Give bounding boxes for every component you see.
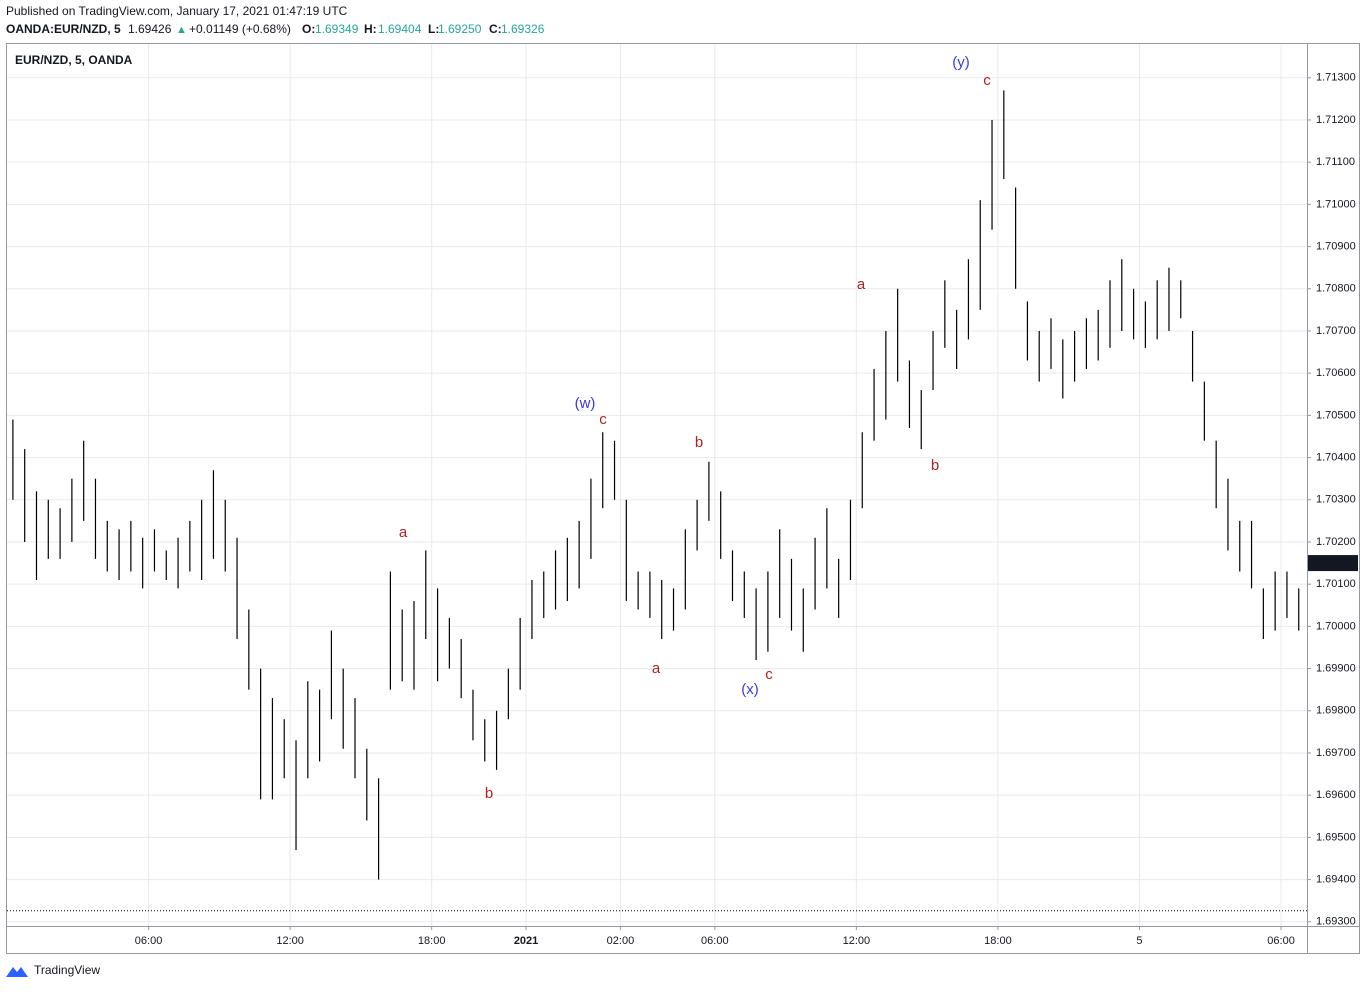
grid <box>7 44 1307 926</box>
y-tick-label: 1.71300 <box>1316 72 1356 84</box>
low-label: L: <box>428 22 439 36</box>
published-note: Published on TradingView.com, January 17… <box>6 4 348 18</box>
y-tick-label: 1.69700 <box>1316 747 1356 759</box>
y-tick-label: 1.69900 <box>1316 662 1356 674</box>
wave-label: c <box>765 666 773 683</box>
symbol: OANDA:EUR/NZD, 5 <box>6 22 121 36</box>
x-tick-label: 06:00 <box>701 935 729 947</box>
y-tick-label: 1.69400 <box>1316 873 1356 885</box>
close-label: C: <box>489 22 502 36</box>
y-tick-label: 1.69300 <box>1316 916 1356 928</box>
change: +0.01149 (+0.68%) <box>189 22 291 36</box>
open-label: O: <box>302 22 315 36</box>
wave-label: (w) <box>575 395 596 412</box>
y-tick-label: 1.71100 <box>1316 156 1355 168</box>
y-tick-label: 1.71200 <box>1316 114 1356 126</box>
footer-logo: TradingView <box>6 963 100 977</box>
overlay: 1.69300 1.69400 1.69500 1.69600 1.69700 1.698… <box>7 54 1358 947</box>
y-tick-label: 1.70500 <box>1316 409 1356 421</box>
up-arrow: ▲ <box>176 24 187 36</box>
y-tick-label: 1.70700 <box>1316 325 1356 337</box>
x-tick-label: 12:00 <box>843 935 871 947</box>
x-tick-label: 12:00 <box>276 935 304 947</box>
y-tick-label: 1.69800 <box>1316 705 1356 717</box>
x-tick-label: 2021 <box>514 935 538 947</box>
low: 1.69250 <box>438 22 482 36</box>
high: 1.69404 <box>378 22 422 36</box>
high-label: H: <box>364 22 377 36</box>
last-price-badge <box>1308 555 1358 572</box>
legend: EUR/NZD, 5, OANDA <box>15 53 133 67</box>
wave-label: c <box>599 411 607 428</box>
y-tick-label: 1.70300 <box>1316 494 1356 506</box>
y-tick-label: 1.70000 <box>1316 620 1356 632</box>
open: 1.69349 <box>315 22 359 36</box>
x-tick-label: 5 <box>1136 935 1142 947</box>
y-tick-label: 1.70600 <box>1316 367 1356 379</box>
y-tick-label: 1.70100 <box>1316 578 1356 590</box>
bars <box>12 90 1300 880</box>
x-tick-label: 02:00 <box>607 935 635 947</box>
wave-label: (y) <box>952 54 970 71</box>
price: 1.69426 <box>128 22 172 36</box>
brand: TradingView <box>34 963 100 977</box>
wave-label: a <box>652 660 661 677</box>
y-tick-label: 1.69500 <box>1316 831 1356 843</box>
y-tick-label: 1.70900 <box>1316 240 1356 252</box>
chart-frame <box>6 43 1360 954</box>
wave-label: a <box>399 524 408 541</box>
x-tick-label: 18:00 <box>984 935 1012 947</box>
x-tick-label: 18:00 <box>418 935 446 947</box>
x-tick-label: 06:00 <box>135 935 163 947</box>
symbol-line: OANDA:EUR/NZD, 5 1.69426 ▲ +0.01149 (+0.… <box>6 22 545 36</box>
y-tick-label: 1.69600 <box>1316 789 1356 801</box>
wave-label: (x) <box>741 681 759 698</box>
wave-label: b <box>485 785 493 802</box>
y-tick-label: 1.70200 <box>1316 536 1356 548</box>
y-tick-label: 1.71000 <box>1316 198 1356 210</box>
x-tick-label: 06:00 <box>1267 935 1295 947</box>
wave-label: a <box>857 276 866 293</box>
last-price-label: 1.70150 <box>1313 557 1353 569</box>
y-tick-label: 1.70400 <box>1316 451 1356 463</box>
y-tick-label: 1.70800 <box>1316 283 1356 295</box>
logo-icon <box>6 967 28 977</box>
wave-label: b <box>695 434 703 451</box>
wave-label: b <box>931 457 939 474</box>
close: 1.69326 <box>501 22 545 36</box>
wave-label: c <box>983 72 991 89</box>
